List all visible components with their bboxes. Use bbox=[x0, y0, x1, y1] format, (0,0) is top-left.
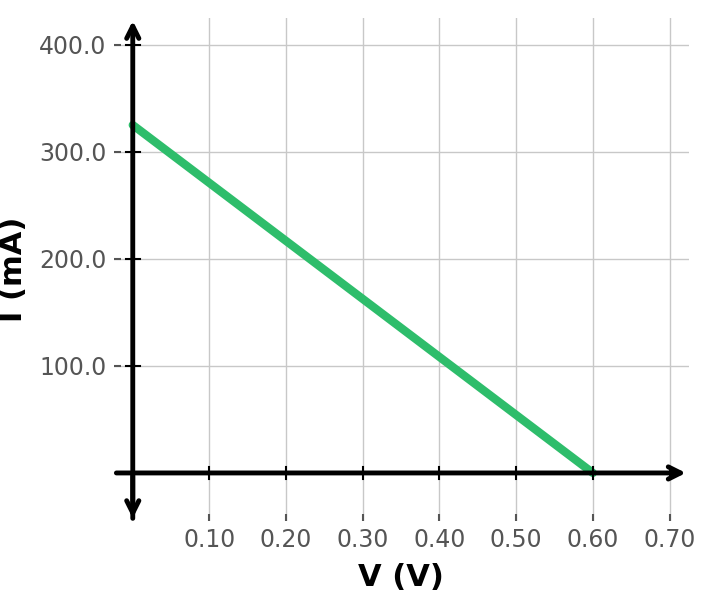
X-axis label: V (V): V (V) bbox=[359, 563, 444, 592]
Y-axis label: I (mA): I (mA) bbox=[0, 217, 28, 322]
